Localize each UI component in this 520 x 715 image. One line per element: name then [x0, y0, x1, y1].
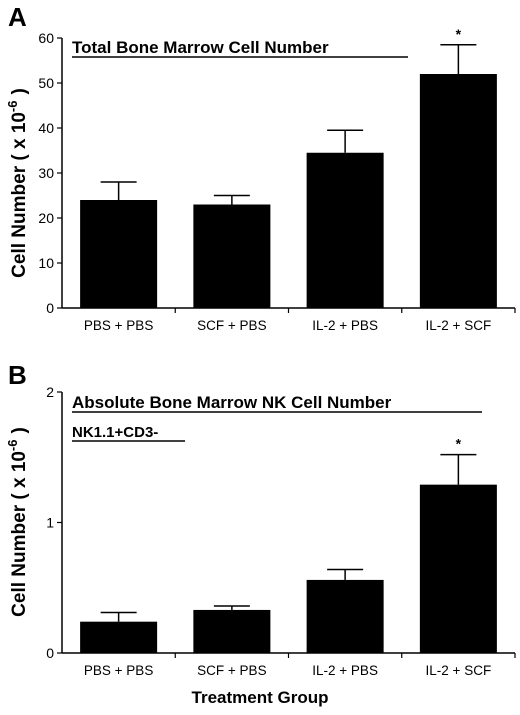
y-tick-label: 60 — [38, 30, 54, 46]
y-ticks: 0 10 20 30 40 50 60 — [38, 30, 62, 316]
y-tick-label: 50 — [38, 75, 54, 91]
x-tick-label: IL-2 + PBS — [312, 663, 378, 678]
chart-panel-b: B Absolute Bone Marrow NK Cell Number NK… — [5, 360, 516, 707]
y-axis-label-base: Cell Number ( x 10 — [9, 451, 30, 617]
bar — [306, 152, 384, 308]
bar — [80, 621, 158, 653]
chart-subtitle: NK1.1+CD3- — [72, 424, 158, 441]
bar — [193, 609, 271, 653]
y-tick-label: 30 — [38, 165, 54, 181]
x-tick-label: PBS + PBS — [84, 318, 153, 333]
y-tick-label: 40 — [38, 120, 54, 136]
bars: * — [80, 26, 497, 308]
y-tick-label: 0 — [46, 300, 54, 316]
x-ticks: PBS + PBS SCF + PBS IL-2 + PBS IL-2 + SCF — [84, 308, 516, 333]
significance-marker: * — [456, 26, 462, 42]
significance-marker: * — [456, 436, 462, 452]
y-axis-label-close: ) — [9, 427, 30, 433]
y-tick-label: 2 — [46, 384, 54, 400]
bar — [419, 74, 497, 308]
x-tick-label: IL-2 + SCF — [426, 318, 492, 333]
bar — [80, 200, 158, 308]
chart-panel-a: A Total Bone Marrow Cell Number Cell Num… — [5, 2, 516, 333]
bar — [193, 204, 271, 308]
y-axis-label: Cell Number ( x 10-6) — [5, 427, 30, 617]
chart-title: Total Bone Marrow Cell Number — [72, 38, 329, 57]
y-axis-label-exponent: -6 — [5, 439, 20, 451]
y-tick-label: 0 — [46, 645, 54, 661]
panel-letter: B — [8, 360, 27, 390]
x-ticks: PBS + PBS SCF + PBS IL-2 + PBS IL-2 + SCF — [84, 653, 516, 678]
x-tick-label: IL-2 + SCF — [426, 663, 492, 678]
bars: * — [80, 436, 497, 653]
x-axis-label: Treatment Group — [192, 688, 329, 707]
panel-letter: A — [8, 2, 27, 32]
y-tick-label: 20 — [38, 210, 54, 226]
x-tick-label: SCF + PBS — [197, 318, 266, 333]
x-tick-label: IL-2 + PBS — [312, 318, 378, 333]
x-tick-label: SCF + PBS — [197, 663, 266, 678]
bar — [419, 484, 497, 653]
bar — [306, 579, 384, 653]
y-axis-label-exponent: -6 — [5, 100, 20, 112]
y-tick-label: 10 — [38, 255, 54, 271]
y-tick-label: 1 — [46, 515, 54, 531]
chart-title: Absolute Bone Marrow NK Cell Number — [72, 393, 392, 412]
y-ticks: 0 1 2 — [46, 384, 62, 661]
y-axis-label-close: ) — [9, 88, 30, 94]
y-axis-label: Cell Number ( x 10-6) — [5, 88, 30, 278]
x-tick-label: PBS + PBS — [84, 663, 153, 678]
y-axis-label-base: Cell Number ( x 10 — [9, 112, 30, 278]
